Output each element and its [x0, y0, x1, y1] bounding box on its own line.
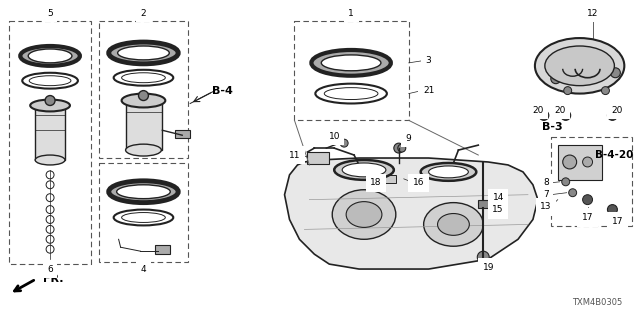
Bar [558, 145, 602, 180]
Text: B-3: B-3 [543, 122, 563, 132]
Bar [156, 245, 170, 254]
Text: 20: 20 [532, 106, 543, 115]
Circle shape [340, 139, 348, 147]
Bar [294, 21, 409, 120]
Ellipse shape [35, 155, 65, 165]
Circle shape [561, 110, 571, 120]
Bar [307, 152, 329, 164]
Text: 20: 20 [554, 106, 566, 115]
Text: 2: 2 [141, 9, 147, 18]
Ellipse shape [109, 42, 178, 64]
Circle shape [563, 155, 577, 169]
Bar [99, 21, 188, 158]
Text: 7: 7 [543, 190, 548, 199]
Ellipse shape [535, 38, 625, 93]
Circle shape [569, 189, 577, 197]
Text: 21: 21 [423, 86, 435, 95]
Ellipse shape [429, 166, 468, 178]
Ellipse shape [420, 163, 476, 181]
Circle shape [564, 87, 572, 95]
Text: 5: 5 [47, 9, 53, 18]
Circle shape [539, 110, 549, 120]
Circle shape [138, 91, 148, 100]
Bar [125, 100, 163, 150]
Text: 8: 8 [543, 178, 548, 187]
Circle shape [477, 251, 489, 263]
Ellipse shape [125, 144, 161, 156]
Ellipse shape [424, 203, 483, 246]
Circle shape [551, 74, 561, 84]
Text: B-4-20: B-4-20 [595, 150, 634, 160]
Circle shape [45, 96, 55, 106]
Text: 19: 19 [483, 263, 494, 272]
Text: 12: 12 [587, 9, 598, 18]
Bar [551, 137, 632, 227]
Ellipse shape [28, 49, 72, 63]
Ellipse shape [346, 202, 382, 228]
Circle shape [582, 157, 593, 167]
Ellipse shape [332, 190, 396, 239]
Ellipse shape [312, 50, 391, 76]
Text: 17: 17 [612, 217, 623, 226]
Bar [35, 106, 65, 160]
Bar [384, 175, 396, 183]
Text: 11: 11 [289, 150, 300, 160]
Text: 17: 17 [582, 213, 593, 222]
Text: 1: 1 [348, 9, 354, 18]
Ellipse shape [30, 100, 70, 111]
Ellipse shape [116, 185, 170, 199]
Ellipse shape [321, 55, 381, 71]
Bar [99, 163, 188, 262]
Text: 9: 9 [406, 134, 412, 143]
Circle shape [607, 204, 618, 214]
Text: 13: 13 [540, 202, 552, 211]
Ellipse shape [438, 213, 469, 235]
Text: 15: 15 [492, 205, 504, 214]
Ellipse shape [20, 46, 80, 66]
Bar [10, 21, 91, 264]
Bar [175, 130, 190, 138]
Circle shape [607, 110, 618, 120]
Text: TXM4B0305: TXM4B0305 [572, 298, 622, 307]
Ellipse shape [342, 163, 386, 177]
Text: 4: 4 [141, 265, 147, 274]
Circle shape [602, 87, 609, 95]
Text: 20: 20 [612, 106, 623, 115]
Text: 18: 18 [370, 178, 381, 187]
Bar [478, 200, 490, 208]
Text: 6: 6 [47, 265, 53, 274]
Ellipse shape [122, 93, 165, 108]
Ellipse shape [109, 181, 178, 203]
Polygon shape [285, 158, 538, 269]
Ellipse shape [334, 160, 394, 180]
Text: 16: 16 [413, 178, 424, 187]
Text: 10: 10 [328, 132, 340, 141]
Text: FR.: FR. [43, 274, 63, 284]
Text: 14: 14 [492, 193, 504, 202]
Circle shape [398, 144, 406, 152]
Ellipse shape [545, 46, 614, 86]
Circle shape [611, 68, 620, 78]
Circle shape [562, 178, 570, 186]
Circle shape [582, 195, 593, 204]
Ellipse shape [118, 46, 170, 60]
Text: B-4: B-4 [211, 86, 232, 96]
Circle shape [394, 143, 404, 153]
Text: 3: 3 [426, 56, 431, 65]
